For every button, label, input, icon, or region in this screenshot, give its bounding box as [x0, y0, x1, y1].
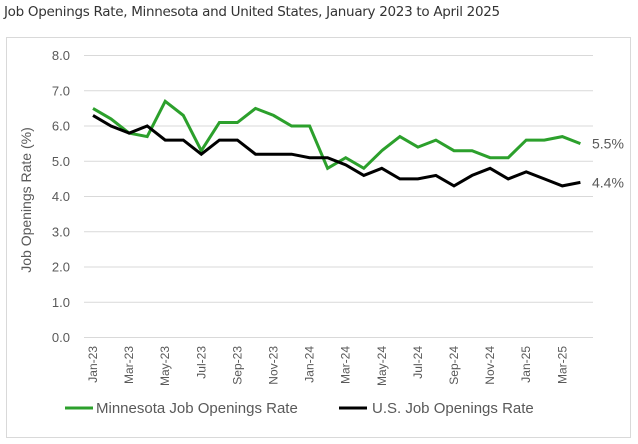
y-tick-label: 6.0: [52, 119, 70, 134]
x-tick-label: Mar-23: [122, 346, 136, 384]
series-lines: [92, 99, 581, 188]
x-axis-ticks: Jan-23 Mar-23 May-23 Jul-23 Sep-23 Nov-23 Jan-…: [86, 346, 569, 386]
series-line-us: [92, 114, 581, 188]
legend: Minnesota Job Openings Rate U.S. Job Open…: [65, 400, 534, 417]
x-tick-label: Jul-23: [194, 346, 208, 379]
y-tick-label: 8.0: [52, 48, 70, 63]
x-tick-label: Nov-24: [483, 346, 497, 385]
y-tick-label: 5.0: [52, 154, 70, 169]
y-axis-ticks: 0.0 1.0 2.0 3.0 4.0 5.0 6.0 7.0 8.0: [52, 48, 70, 345]
y-axis-label: Job Openings Rate (%): [18, 127, 34, 273]
y-tick-label: 4.0: [52, 189, 70, 204]
x-tick-label: Nov-23: [267, 346, 281, 385]
chart-frame: [6, 37, 631, 438]
chart-title: Job Openings Rate, Minnesota and United …: [4, 4, 500, 20]
y-tick-label: 0.0: [52, 330, 70, 345]
gridlines: [84, 55, 593, 338]
x-tick-label: Sep-23: [230, 346, 244, 385]
x-tick-label: Jul-24: [411, 346, 425, 379]
legend-label: Minnesota Job Openings Rate: [96, 400, 298, 417]
legend-item: U.S. Job Openings Rate: [339, 400, 534, 417]
y-tick-label: 7.0: [52, 83, 70, 98]
legend-label: U.S. Job Openings Rate: [372, 400, 534, 417]
x-tick-label: Mar-24: [339, 346, 353, 384]
y-tick-label: 3.0: [52, 224, 70, 239]
legend-item: Minnesota Job Openings Rate: [65, 400, 298, 417]
x-tick-label: Jan-24: [303, 346, 317, 383]
x-tick-label: Jan-23: [86, 346, 100, 383]
end-labels: 5.5% 4.4%: [592, 136, 624, 191]
x-tick-label: May-24: [375, 346, 389, 386]
y-tick-label: 1.0: [52, 295, 70, 310]
y-tick-label: 2.0: [52, 260, 70, 275]
x-tick-label: May-23: [158, 346, 172, 386]
end-label-minnesota: 5.5%: [592, 136, 624, 152]
series-line-minnesota: [92, 99, 581, 171]
x-tick-label: Sep-24: [447, 346, 461, 385]
x-tick-label: Jan-25: [519, 346, 533, 383]
x-tick-label: Mar-25: [555, 346, 569, 384]
end-label-us: 4.4%: [592, 174, 624, 190]
